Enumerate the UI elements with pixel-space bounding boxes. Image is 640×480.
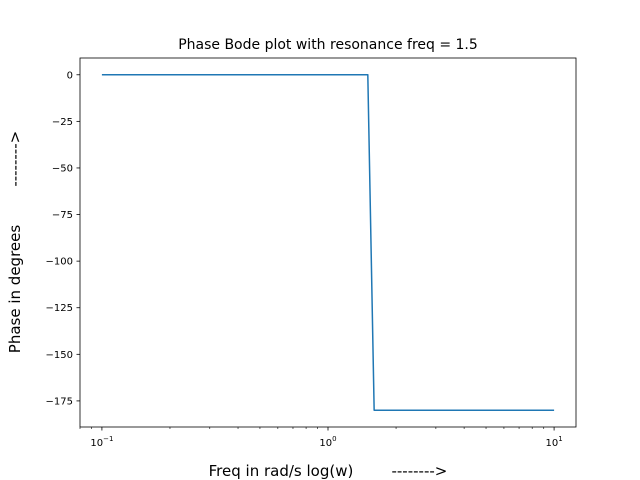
- y-tick-label: 0: [67, 70, 73, 81]
- y-tick-label: −150: [46, 350, 73, 361]
- y-axis-label: Phase in degrees -------->: [6, 131, 24, 353]
- x-tick-label: 100: [319, 435, 336, 449]
- x-tick-label: 10−1: [90, 435, 113, 449]
- y-tick-label: −25: [52, 117, 73, 128]
- plot-frame: [79, 57, 577, 428]
- y-tick-label: −175: [46, 396, 73, 407]
- y-tick-label: −75: [52, 210, 73, 221]
- x-axis-label: Freq in rad/s log(w) -------->: [209, 462, 448, 480]
- chart-title: Phase Bode plot with resonance freq = 1.…: [178, 37, 478, 53]
- plot-area: 0 −25 −50 −75 −100 −125 −150 −175 10−1 100 101: [46, 57, 577, 449]
- phase-series-line: [101, 74, 555, 411]
- y-tick-label: −125: [46, 303, 73, 314]
- y-tick-label: −100: [46, 257, 73, 268]
- x-tick-label: 101: [545, 435, 562, 449]
- y-tick-label: −50: [52, 163, 73, 174]
